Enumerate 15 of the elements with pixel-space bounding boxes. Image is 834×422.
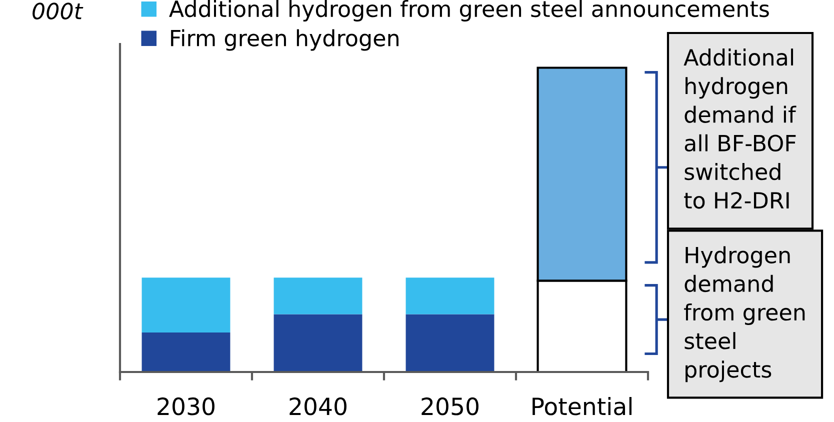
legend-label: Additional hydrogen from green steel announcements bbox=[169, 0, 769, 22]
bar bbox=[142, 278, 230, 332]
bar bbox=[406, 278, 494, 314]
legend-label: Firm green hydrogen bbox=[171, 29, 398, 51]
text: Hydrogen demand from green steel projects bbox=[684, 246, 805, 382]
bar bbox=[274, 278, 362, 314]
y-axis-title: 000t bbox=[32, 2, 84, 20]
x-tick-label: 2030 bbox=[158, 397, 214, 416]
text: Additional hydrogen demand if all BF-BOF switched to H2-DRI bbox=[684, 48, 796, 209]
bar bbox=[274, 314, 362, 372]
x-tick-label: Potential bbox=[532, 397, 632, 416]
x-tick-label: 2050 bbox=[422, 397, 478, 416]
bar bbox=[142, 332, 230, 372]
x-tick-label: 2040 bbox=[290, 397, 346, 416]
bar bbox=[406, 314, 494, 372]
